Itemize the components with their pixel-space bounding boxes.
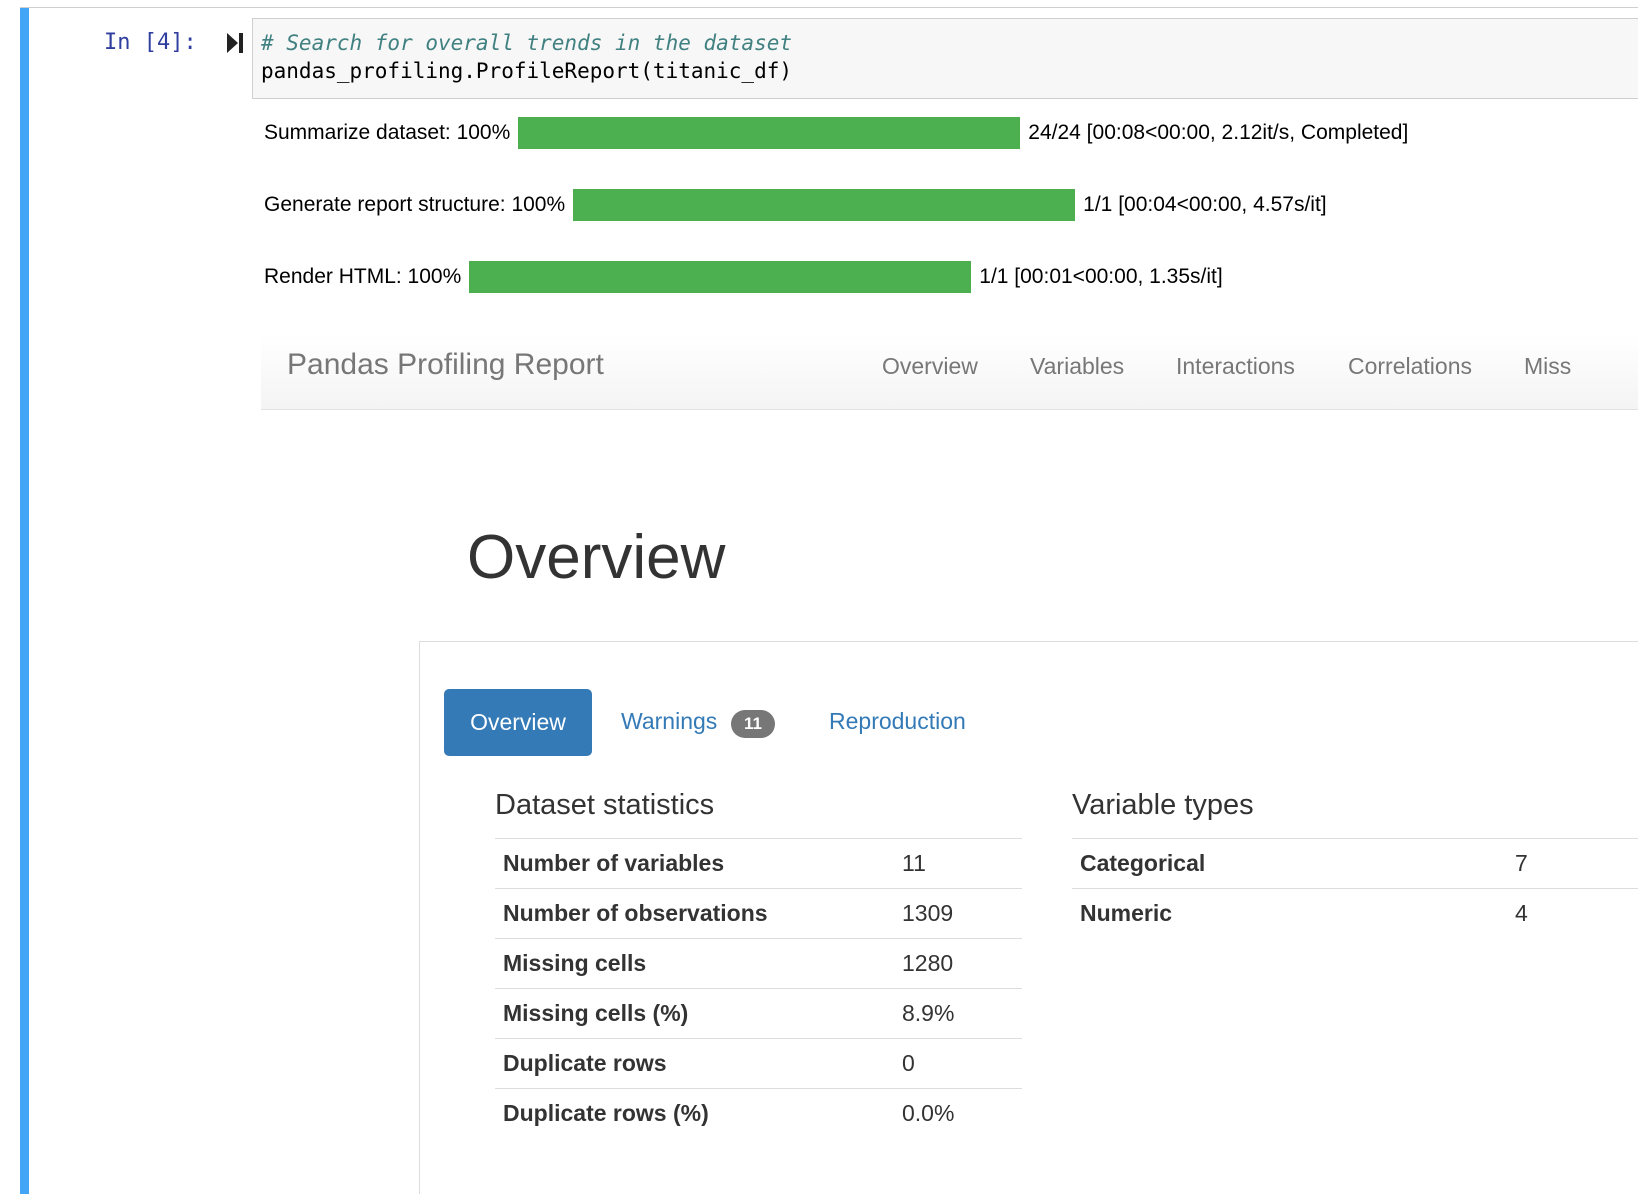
report-brand[interactable]: Pandas Profiling Report: [287, 348, 604, 381]
progress-label: Render HTML: 100%: [264, 265, 462, 288]
cell-prompt: In [4]:: [104, 30, 197, 55]
cell-selection-bar: [20, 8, 29, 1194]
progress-bar: [469, 261, 972, 293]
nav-missing[interactable]: Miss: [1524, 353, 1572, 379]
nav-interactions[interactable]: Interactions: [1176, 353, 1295, 379]
tab-overview[interactable]: Overview: [444, 689, 592, 756]
table-row: Categorical 7: [1072, 838, 1638, 888]
table-row: Missing cells (%) 8.9%: [495, 988, 1022, 1038]
table-row: Numeric 4: [1072, 888, 1638, 938]
progress-fill: [574, 190, 1075, 220]
row-label: Missing cells: [503, 950, 647, 976]
dataset-statistics-table: Number of variables 11 Number of observa…: [495, 838, 1022, 1138]
row-label: Numeric: [1080, 900, 1173, 926]
progress-fill: [519, 118, 1020, 148]
code-statement: pandas_profiling.ProfileReport(titanic_d…: [261, 59, 793, 83]
row-value: 4: [1515, 900, 1528, 926]
table-row: Missing cells 1280: [495, 938, 1022, 988]
progress-bar: [573, 189, 1076, 221]
row-label: Duplicate rows: [503, 1050, 667, 1076]
row-label: Duplicate rows (%): [503, 1100, 709, 1126]
table-row: Duplicate rows 0: [495, 1038, 1022, 1088]
progress-report-structure: Generate report structure: 100% 1/1 [00:…: [264, 188, 1327, 222]
section-title: Overview: [467, 523, 726, 592]
overview-panel: [419, 641, 1638, 1194]
progress-label: Generate report structure: 100%: [264, 193, 566, 216]
tab-warnings[interactable]: Warnings: [621, 708, 718, 734]
table-row: Number of variables 11: [495, 838, 1022, 888]
nav-correlations[interactable]: Correlations: [1348, 353, 1472, 379]
table-row: Duplicate rows (%) 0.0%: [495, 1088, 1022, 1138]
nav-variables[interactable]: Variables: [1030, 353, 1125, 379]
cell-top-border: [20, 7, 1638, 8]
progress-fill: [470, 262, 971, 292]
row-label: Number of variables: [503, 850, 725, 876]
progress-status: 1/1 [00:04<00:00, 4.57s/it]: [1083, 193, 1327, 216]
tab-reproduction[interactable]: Reproduction: [829, 708, 966, 734]
nav-overview[interactable]: Overview: [882, 353, 978, 379]
row-value: 1280: [902, 950, 954, 976]
row-value: 0.0%: [902, 1100, 955, 1126]
code-comment: # Search for overall trends in the datas…: [261, 31, 793, 55]
warnings-count-badge: 11: [731, 710, 775, 738]
row-value: 0: [902, 1050, 915, 1076]
dataset-statistics-title: Dataset statistics: [495, 789, 715, 821]
row-label: Missing cells (%): [503, 1000, 689, 1026]
row-label: Categorical: [1080, 850, 1206, 876]
progress-label: Summarize dataset: 100%: [264, 121, 511, 144]
row-label: Number of observations: [503, 900, 768, 926]
code-input[interactable]: # Search for overall trends in the datas…: [252, 18, 1638, 99]
progress-status: 1/1 [00:01<00:00, 1.35s/it]: [979, 265, 1223, 288]
row-value: 7: [1515, 850, 1528, 876]
row-value: 11: [902, 850, 926, 876]
row-value: 1309: [902, 900, 954, 926]
variable-types-table: Categorical 7 Numeric 4: [1072, 838, 1638, 938]
run-cell-icon[interactable]: [226, 32, 244, 54]
variable-types-title: Variable types: [1072, 789, 1254, 821]
progress-status: 24/24 [00:08<00:00, 2.12it/s, Completed]: [1028, 121, 1409, 144]
table-row: Number of observations 1309: [495, 888, 1022, 938]
row-value: 8.9%: [902, 1000, 955, 1026]
progress-bar: [518, 117, 1021, 149]
report-navbar: Pandas Profiling Report Overview Variabl…: [261, 335, 1638, 410]
progress-render-html: Render HTML: 100% 1/1 [00:01<00:00, 1.35…: [264, 260, 1223, 294]
progress-summarize: Summarize dataset: 100% 24/24 [00:08<00:…: [264, 116, 1408, 150]
